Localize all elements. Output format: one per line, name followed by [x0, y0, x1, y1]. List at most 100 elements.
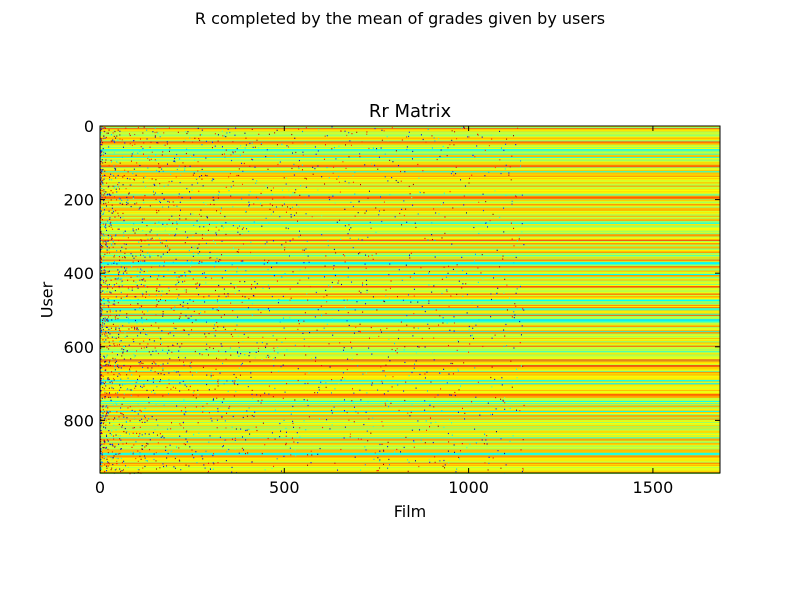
grade-cell [289, 317, 291, 319]
grade-cell [155, 305, 157, 307]
grade-cell [153, 458, 155, 461]
user-row-stripe [100, 377, 720, 380]
grade-cell [159, 337, 161, 339]
grade-cell [362, 373, 364, 375]
grade-cell [183, 141, 185, 143]
user-row-stripe [100, 404, 720, 406]
grade-cell [130, 276, 132, 278]
grade-cell [193, 390, 195, 392]
grade-cell [122, 272, 124, 274]
grade-cell [125, 442, 127, 444]
grade-cell [221, 415, 223, 418]
grade-cell [346, 134, 348, 137]
grade-cell [248, 355, 250, 357]
grade-cell [201, 354, 203, 356]
grade-cell [100, 373, 102, 376]
grade-cell [166, 223, 168, 225]
grade-cell [178, 196, 180, 198]
grade-cell [497, 450, 499, 452]
grade-cell [136, 322, 138, 324]
grade-cell [167, 452, 169, 455]
grade-cell [113, 319, 115, 321]
grade-cell [231, 159, 233, 162]
grade-cell [320, 305, 322, 307]
grade-cell [216, 397, 218, 399]
grade-cell [156, 142, 158, 144]
grade-cell [146, 270, 148, 272]
user-row-stripe [100, 156, 720, 159]
grade-cell [419, 429, 421, 431]
user-row-stripe [100, 460, 720, 462]
grade-cell [342, 376, 344, 379]
user-band [100, 371, 720, 374]
grade-cell [112, 285, 114, 287]
grade-cell [205, 450, 207, 452]
grade-cell [168, 233, 170, 236]
grade-cell [514, 303, 516, 305]
grade-cell [509, 407, 511, 410]
grade-cell [295, 212, 297, 214]
grade-cell [236, 377, 238, 379]
grade-cell [413, 312, 415, 315]
grade-cell [271, 193, 273, 195]
grade-cell [110, 238, 112, 240]
grade-cell [100, 231, 102, 233]
grade-cell [237, 335, 239, 337]
grade-cell [408, 461, 410, 463]
grade-cell [425, 420, 427, 422]
grade-cell [198, 313, 200, 315]
grade-cell [129, 134, 131, 137]
grade-cell [100, 371, 102, 373]
grade-cell [170, 307, 172, 310]
grade-cell [102, 154, 104, 156]
grade-cell [100, 150, 102, 152]
grade-cell [520, 160, 522, 162]
grade-cell [168, 290, 170, 292]
grade-cell [452, 171, 454, 173]
grade-cell [139, 363, 141, 365]
grade-cell [155, 419, 157, 421]
grade-cell [270, 213, 272, 215]
grade-cell [148, 155, 150, 158]
grade-cell [299, 427, 301, 429]
grade-cell [371, 353, 373, 355]
grade-cell [414, 363, 416, 365]
grade-cell [112, 139, 114, 141]
grade-cell [268, 133, 270, 135]
grade-cell [133, 426, 135, 429]
grade-cell [115, 168, 117, 170]
grade-cell [115, 328, 117, 331]
grade-cell [256, 429, 258, 432]
grade-cell [466, 446, 468, 449]
grade-cell [385, 289, 387, 291]
grade-cell [103, 446, 105, 449]
grade-cell [111, 336, 113, 338]
grade-cell [101, 171, 103, 173]
grade-cell [285, 241, 287, 243]
grade-cell [131, 374, 133, 376]
user-row-stripe [100, 140, 720, 142]
grade-cell [141, 279, 143, 281]
grade-cell [172, 261, 174, 263]
grade-cell [303, 420, 305, 422]
grade-cell [102, 386, 104, 389]
grade-cell [100, 172, 102, 175]
grade-cell [296, 204, 298, 206]
user-row-stripe [100, 471, 720, 473]
grade-cell [308, 261, 310, 263]
grade-cell [100, 274, 102, 276]
grade-cell [121, 299, 123, 301]
grade-cell [333, 146, 335, 149]
grade-cell [326, 323, 328, 326]
grade-cell [337, 469, 339, 471]
grade-cell [105, 272, 107, 274]
grade-cell [134, 387, 136, 389]
grade-cell [100, 338, 102, 340]
grade-cell [184, 384, 186, 386]
grade-cell [208, 332, 210, 335]
grade-cell [218, 350, 220, 352]
grade-cell [109, 291, 111, 293]
grade-cell [100, 467, 102, 469]
grade-cell [389, 287, 391, 290]
grade-cell [229, 131, 231, 134]
